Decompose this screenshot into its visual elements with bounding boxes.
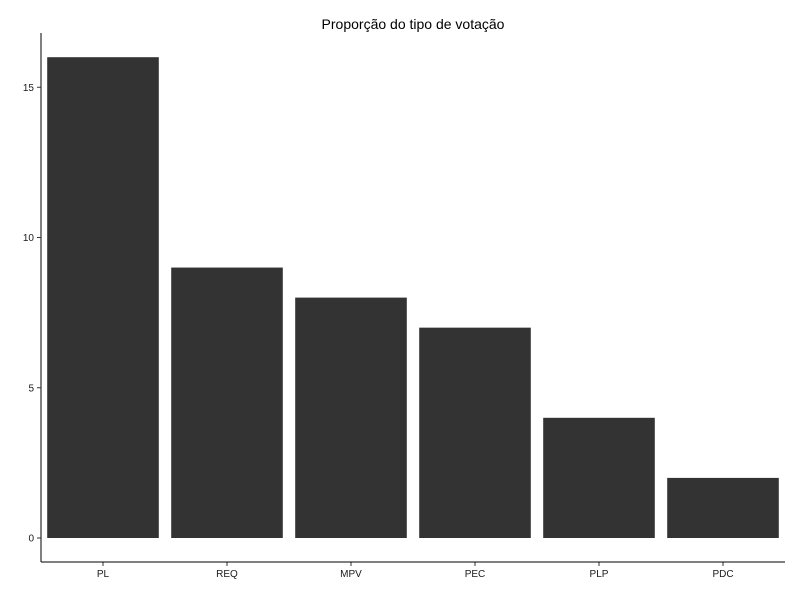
x-axis: PL REQ MPV PEC PLP PDC bbox=[41, 561, 785, 580]
x-tick-label: REQ bbox=[216, 569, 238, 580]
x-tick-label: PDC bbox=[712, 569, 733, 580]
y-tick-label: 15 bbox=[23, 83, 35, 94]
bar-pdc bbox=[667, 477, 779, 538]
bar-pec bbox=[419, 327, 531, 538]
x-tick-label: PL bbox=[97, 569, 110, 580]
y-tick-label: 0 bbox=[28, 534, 34, 545]
bar-plp bbox=[543, 417, 655, 538]
bar-mpv bbox=[295, 297, 407, 538]
bar-pl bbox=[47, 57, 159, 538]
y-axis: 0 5 10 15 bbox=[23, 33, 42, 562]
x-tick-label: MPV bbox=[340, 569, 362, 580]
y-tick-label: 5 bbox=[28, 383, 34, 394]
bars-layer bbox=[47, 57, 779, 538]
chart-title: Proporção do tipo de votação bbox=[322, 16, 505, 32]
bar-req bbox=[171, 267, 283, 538]
x-tick-label: PEC bbox=[465, 569, 486, 580]
y-tick-label: 10 bbox=[23, 233, 35, 244]
x-tick-label: PLP bbox=[590, 569, 609, 580]
